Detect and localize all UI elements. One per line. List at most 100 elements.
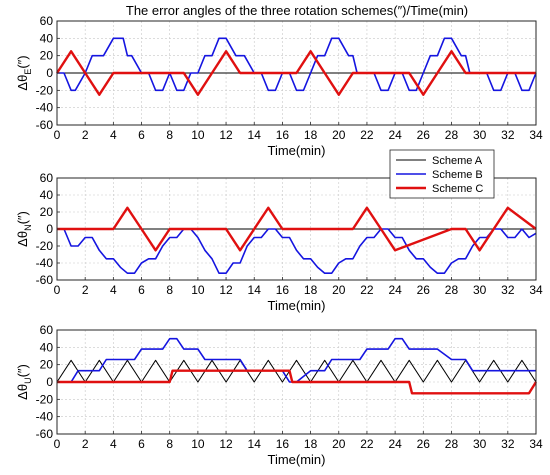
x-tick-label: 28 xyxy=(445,283,459,297)
series-line-scheme-c xyxy=(57,206,537,252)
x-tick-label: 24 xyxy=(388,437,402,451)
x-tick-label: 12 xyxy=(219,283,233,297)
x-tick-label: 2 xyxy=(82,437,89,451)
x-tick-label: 14 xyxy=(248,283,262,297)
x-tick-label: 14 xyxy=(248,437,262,451)
x-tick-label: 20 xyxy=(332,283,346,297)
x-tick-label: 30 xyxy=(473,437,487,451)
y-tick-label: 0 xyxy=(46,375,53,389)
y-axis-label: ΔθE(″) xyxy=(15,55,33,90)
legend: Scheme A Scheme B Scheme C xyxy=(389,149,495,199)
y-tick-label: -60 xyxy=(36,273,54,287)
series-line-scheme-b xyxy=(57,37,537,92)
x-tick-label: 34 xyxy=(529,283,543,297)
x-tick-label: 18 xyxy=(304,128,318,142)
y-tick-label: -40 xyxy=(36,101,54,115)
x-tick-label: 2 xyxy=(82,128,89,142)
x-tick-label: 30 xyxy=(473,283,487,297)
x-axis-label: Time(min) xyxy=(267,143,325,158)
y-axis-label-subscript: E xyxy=(23,69,33,75)
x-tick-label: 24 xyxy=(388,283,402,297)
x-tick-label: 24 xyxy=(388,128,402,142)
y-tick-label: 0 xyxy=(46,222,53,236)
x-tick-label: 32 xyxy=(501,437,515,451)
x-axis-label: Time(min) xyxy=(267,452,325,467)
x-tick-label: 22 xyxy=(360,437,374,451)
y-tick-label: 40 xyxy=(40,188,54,202)
figure-title: The error angles of the three rotation s… xyxy=(126,3,468,18)
y-axis-label: ΔθU(″) xyxy=(15,364,33,400)
y-tick-label: -20 xyxy=(36,83,54,97)
y-tick-label: -20 xyxy=(36,239,54,253)
x-tick-label: 32 xyxy=(501,128,515,142)
y-tick-label: 40 xyxy=(40,340,54,354)
y-tick-label: 60 xyxy=(40,171,54,185)
y-axis-label-subscript: N xyxy=(23,224,33,231)
x-tick-label: 10 xyxy=(191,283,205,297)
y-tick-label: 0 xyxy=(46,66,53,80)
x-tick-label: 32 xyxy=(501,283,515,297)
panels: 0 2 4 6 8 10 12 14 16 18 20 22 24 26 28 30 32 34-60-40-20… xyxy=(15,14,543,467)
x-tick-label: 8 xyxy=(166,128,173,142)
x-tick-label: 34 xyxy=(529,437,543,451)
series-line-scheme-a xyxy=(56,359,537,383)
x-tick-label: 8 xyxy=(166,283,173,297)
x-tick-label: 0 xyxy=(54,437,61,451)
series-line-scheme-c xyxy=(57,369,538,395)
x-tick-label: 6 xyxy=(138,128,145,142)
x-tick-label: 28 xyxy=(445,128,459,142)
y-tick-label: -20 xyxy=(36,392,54,406)
x-tick-label: 10 xyxy=(191,437,205,451)
y-tick-label: 40 xyxy=(40,31,54,45)
legend-label: Scheme B xyxy=(432,169,483,181)
y-tick-label: -60 xyxy=(36,427,54,441)
x-tick-label: 26 xyxy=(417,283,431,297)
chart-panel-1: 0 2 4 6 8 10 12 14 16 18 20 22 24 26 28 30 32 34-60-40-20… xyxy=(15,14,543,158)
x-tick-label: 34 xyxy=(529,128,543,142)
x-tick-label: 22 xyxy=(360,128,374,142)
legend-label: Scheme A xyxy=(432,155,483,167)
x-tick-label: 20 xyxy=(332,128,346,142)
y-tick-label: -40 xyxy=(36,256,54,270)
y-tick-label: 60 xyxy=(40,14,54,28)
y-tick-label: -40 xyxy=(36,410,54,424)
series-line-scheme-b xyxy=(57,337,536,383)
x-tick-label: 30 xyxy=(473,128,487,142)
x-tick-label: 4 xyxy=(110,437,117,451)
x-tick-label: 14 xyxy=(248,128,262,142)
x-tick-label: 16 xyxy=(276,437,290,451)
y-axis-label-subscript: U xyxy=(23,377,33,384)
x-tick-label: 22 xyxy=(360,283,374,297)
y-axis-label-symbol: Δθ xyxy=(15,75,30,91)
x-tick-label: 2 xyxy=(82,283,89,297)
x-tick-label: 26 xyxy=(417,128,431,142)
x-tick-label: 12 xyxy=(219,437,233,451)
y-axis-label-symbol: Δθ xyxy=(15,384,30,400)
x-tick-label: 18 xyxy=(304,283,318,297)
x-tick-label: 28 xyxy=(445,437,459,451)
x-tick-label: 16 xyxy=(276,128,290,142)
x-tick-label: 10 xyxy=(191,128,205,142)
y-axis-label-unit: (″) xyxy=(15,211,30,224)
series-line-scheme-b xyxy=(57,228,537,275)
x-tick-label: 20 xyxy=(332,437,346,451)
chart-panel-3: 0 2 4 6 8 10 12 14 16 18 20 22 24 26 28 30 32 34-60-40-20… xyxy=(15,323,543,467)
chart-panel-2: 0 2 4 6 8 10 12 14 16 18 20 22 24 26 28 30 32 34-60-40-20… xyxy=(15,171,543,313)
y-axis-label-unit: (″) xyxy=(15,364,30,377)
x-tick-label: 4 xyxy=(110,283,117,297)
x-tick-label: 4 xyxy=(110,128,117,142)
x-tick-label: 8 xyxy=(166,437,173,451)
x-tick-label: 0 xyxy=(54,283,61,297)
y-tick-label: -60 xyxy=(36,118,54,132)
x-tick-label: 6 xyxy=(138,437,145,451)
series-line-scheme-c xyxy=(55,50,536,96)
x-tick-label: 12 xyxy=(219,128,233,142)
legend-label: Scheme C xyxy=(432,183,483,195)
y-axis-label: ΔθN(″) xyxy=(15,211,33,247)
y-tick-label: 20 xyxy=(40,358,54,372)
x-tick-label: 6 xyxy=(138,283,145,297)
x-tick-label: 26 xyxy=(417,437,431,451)
y-tick-label: 20 xyxy=(40,49,54,63)
y-tick-label: 60 xyxy=(40,323,54,337)
